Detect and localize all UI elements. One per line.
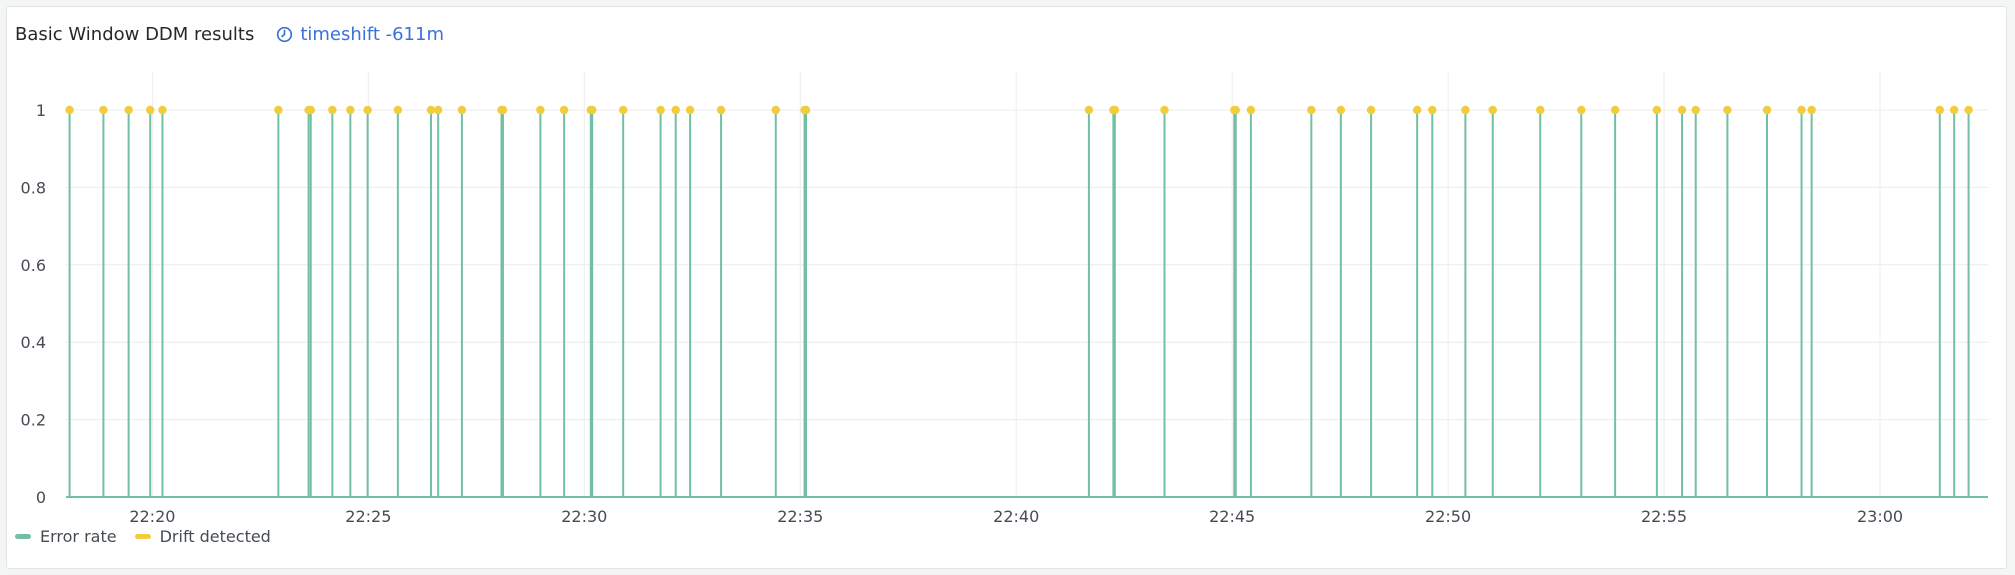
drift-detected-series — [65, 105, 1973, 115]
drift-detected-point[interactable] — [99, 105, 108, 115]
legend-item-error-rate[interactable]: Error rate — [15, 527, 117, 546]
drift-detected-point[interactable] — [328, 105, 337, 115]
drift-detected-point[interactable] — [1935, 105, 1944, 115]
drift-detected-point[interactable] — [306, 105, 315, 115]
drift-detected-point[interactable] — [1084, 105, 1094, 115]
legend: Error rate Drift detected — [15, 527, 289, 546]
drift-detected-point[interactable] — [124, 105, 133, 115]
drift-detected-point[interactable] — [1428, 105, 1437, 115]
drift-detected-point[interactable] — [1610, 105, 1620, 115]
drift-detected-point[interactable] — [1807, 105, 1816, 115]
drift-detected-point[interactable] — [1691, 105, 1700, 115]
error-rate-series — [66, 110, 1988, 498]
drift-detected-point[interactable] — [1461, 105, 1470, 115]
drift-detected-point[interactable] — [1723, 105, 1732, 115]
y-tick-label: 0.2 — [21, 411, 46, 430]
x-tick-label: 22:50 — [1425, 507, 1471, 526]
clock-icon — [277, 26, 293, 42]
drift-detected-point[interactable] — [559, 105, 569, 115]
legend-item-drift-detected[interactable]: Drift detected — [134, 527, 271, 546]
drift-detected-point[interactable] — [65, 105, 74, 115]
drift-detected-point[interactable] — [457, 105, 467, 115]
drift-detected-point[interactable] — [1307, 105, 1316, 115]
drift-detected-point[interactable] — [685, 105, 695, 115]
x-tick-label: 22:25 — [345, 507, 391, 526]
x-tick-label: 22:20 — [129, 507, 175, 526]
drift-detected-point[interactable] — [393, 105, 403, 115]
drift-detected-point[interactable] — [1246, 105, 1256, 115]
drift-detected-point[interactable] — [1577, 105, 1586, 115]
legend-swatch-error-rate — [15, 534, 31, 539]
x-tick-label: 22:35 — [777, 507, 823, 526]
y-tick-label: 1 — [36, 101, 46, 120]
drift-detected-point[interactable] — [274, 105, 283, 115]
drift-detected-point[interactable] — [716, 105, 726, 115]
legend-label-error-rate: Error rate — [40, 527, 117, 546]
y-tick-label: 0.6 — [21, 256, 46, 275]
drift-detected-point[interactable] — [618, 105, 628, 115]
y-tick-label: 0.4 — [21, 333, 46, 352]
chart-panel: Basic Window DDM results timeshift -611m — [6, 6, 2007, 569]
legend-swatch-drift-detected — [134, 534, 151, 539]
drift-detected-point[interactable] — [1231, 105, 1240, 115]
legend-label-drift-detected: Drift detected — [159, 527, 271, 546]
drift-detected-point[interactable] — [1536, 105, 1545, 115]
drift-detected-point[interactable] — [801, 105, 811, 115]
drift-detected-point[interactable] — [346, 105, 355, 115]
drift-detected-point[interactable] — [1110, 105, 1120, 115]
drift-detected-point[interactable] — [1160, 105, 1169, 115]
drift-detected-point[interactable] — [1488, 105, 1497, 115]
drift-detected-point[interactable] — [656, 105, 665, 115]
drift-detected-point[interactable] — [1412, 105, 1422, 115]
drift-detected-point[interactable] — [536, 105, 545, 115]
drift-detected-point[interactable] — [671, 105, 680, 115]
x-tick-label: 22:45 — [1209, 507, 1255, 526]
drift-detected-point[interactable] — [363, 105, 372, 115]
drift-detected-point[interactable] — [426, 105, 436, 115]
x-tick-label: 22:30 — [561, 507, 607, 526]
y-tick-label: 0.8 — [21, 178, 46, 197]
drift-detected-point[interactable] — [1366, 105, 1376, 115]
drift-detected-point[interactable] — [498, 105, 508, 115]
drift-detected-point[interactable] — [433, 105, 443, 115]
drift-detected-point[interactable] — [588, 105, 597, 115]
drift-detected-point[interactable] — [146, 105, 155, 115]
x-tick-label: 22:40 — [993, 507, 1039, 526]
drift-detected-point[interactable] — [1336, 105, 1346, 115]
drift-detected-point[interactable] — [1677, 105, 1687, 115]
drift-detected-point[interactable] — [1652, 105, 1662, 115]
timeshift-label: timeshift -611m — [300, 23, 444, 45]
panel-title: Basic Window DDM results — [15, 23, 255, 45]
x-tick-label: 23:00 — [1857, 507, 1903, 526]
drift-detected-point[interactable] — [1964, 105, 1973, 115]
drift-detected-point[interactable] — [1949, 105, 1959, 115]
drift-detected-point[interactable] — [158, 105, 167, 115]
y-tick-label: 0 — [36, 488, 46, 507]
x-tick-label: 22:55 — [1641, 507, 1687, 526]
timeshift-indicator[interactable]: timeshift -611m — [276, 24, 444, 45]
drift-detected-point[interactable] — [1797, 105, 1806, 115]
drift-detected-point[interactable] — [1762, 105, 1772, 115]
panel-header: Basic Window DDM results timeshift -611m — [15, 19, 444, 49]
drift-detected-point[interactable] — [771, 105, 780, 115]
